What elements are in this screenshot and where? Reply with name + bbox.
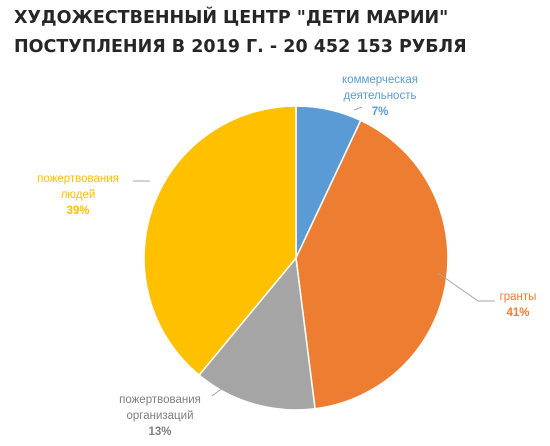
pie-slice bbox=[295, 119, 449, 410]
slice-label: пожертвования людей 39% bbox=[37, 173, 119, 217]
chart-subtitle: ПОСТУПЛЕНИЯ В 2019 Г. - 20 452 153 РУБЛЯ bbox=[14, 37, 467, 57]
slice-percent: 13% bbox=[148, 426, 171, 438]
chart-title-block: ХУДОЖЕСТВЕННЫЙ ЦЕНТР "ДЕТИ МАРИИ" ПОСТУП… bbox=[14, 4, 544, 62]
slice-label: коммерческая деятельность 7% bbox=[342, 74, 418, 118]
slice-label-line: людей bbox=[61, 189, 96, 201]
slice-label-line: коммерческая bbox=[342, 74, 418, 86]
pie-slice bbox=[143, 105, 297, 377]
slice-label-line: пожертвования bbox=[37, 173, 119, 185]
chart-title: ХУДОЖЕСТВЕННЫЙ ЦЕНТР "ДЕТИ МАРИИ" bbox=[14, 8, 449, 28]
slice-label-line: организаций bbox=[126, 410, 193, 422]
leader-lines bbox=[133, 106, 495, 397]
leader-line bbox=[437, 272, 495, 302]
slice-percent: 41% bbox=[506, 307, 529, 319]
slice-label: гранты 41% bbox=[500, 291, 537, 319]
slice-label-line: пожертвования bbox=[119, 394, 201, 406]
pie-slices bbox=[143, 105, 449, 411]
slice-label: пожертвования организаций 13% bbox=[119, 394, 201, 438]
slice-label-line: гранты bbox=[500, 291, 537, 303]
slice-labels: коммерческая деятельность 7% гранты 41% пожер… bbox=[37, 74, 536, 438]
pie-slice bbox=[198, 256, 316, 411]
slice-percent: 39% bbox=[66, 205, 89, 217]
slice-label-line: деятельность bbox=[344, 90, 417, 102]
leader-line bbox=[211, 380, 233, 397]
leader-line bbox=[353, 106, 363, 111]
slice-percent: 7% bbox=[372, 106, 389, 118]
